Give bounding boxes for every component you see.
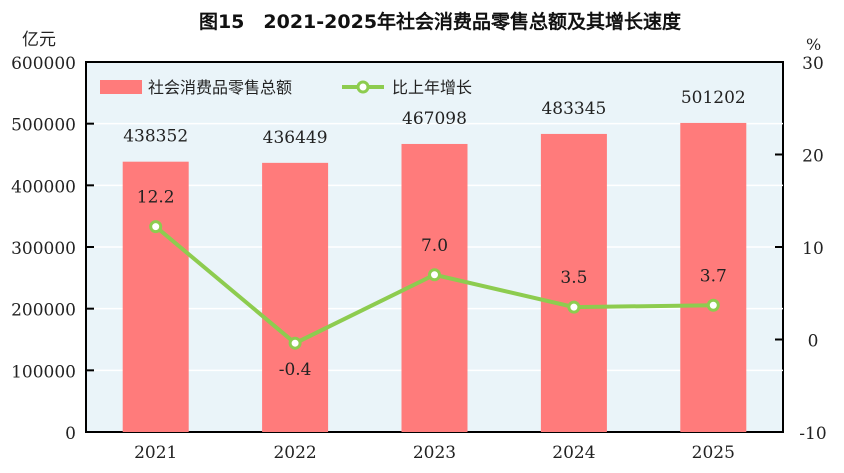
- left-axis-unit: 亿元: [22, 30, 56, 50]
- bar-value-label: 501202: [681, 88, 746, 108]
- bar-value-label: 436449: [263, 128, 328, 148]
- growth-point: [706, 298, 720, 312]
- growth-point: [288, 336, 302, 350]
- legend: 社会消费品零售总额 比上年增长: [100, 78, 472, 97]
- growth-value-label: 3.7: [700, 266, 727, 286]
- bar: [680, 122, 747, 433]
- x-tick-label: 2024: [552, 443, 595, 463]
- legend-bar-swatch: [100, 80, 142, 94]
- left-tick-label: 100000: [11, 362, 76, 382]
- x-tick-label: 2021: [134, 443, 177, 463]
- legend-line-label: 比上年增长: [392, 78, 472, 97]
- growth-value-label: 3.5: [560, 268, 587, 288]
- right-tick-label: 10: [802, 239, 824, 259]
- growth-point: [149, 220, 163, 234]
- right-tick-label: 30: [802, 54, 824, 74]
- growth-point: [428, 268, 441, 282]
- left-tick-label: 200000: [11, 301, 76, 321]
- chart-title: 图15 2021-2025年社会消费品零售总额及其增长速度: [199, 10, 682, 33]
- x-tick-label: 2025: [692, 443, 735, 463]
- right-tick-label: 20: [802, 147, 824, 167]
- right-tick-label: 0: [808, 332, 819, 352]
- growth-value-label: 7.0: [421, 236, 448, 256]
- legend-bar-label: 社会消费品零售总额: [148, 78, 292, 97]
- legend-line-marker: [356, 80, 370, 94]
- bar: [262, 162, 329, 432]
- left-tick-label: 300000: [11, 239, 76, 259]
- left-tick-label: 600000: [11, 54, 76, 74]
- bar-value-label: 438352: [123, 127, 188, 147]
- growth-value-label: 12.2: [137, 188, 175, 208]
- left-tick-label: 400000: [11, 177, 76, 197]
- bar: [540, 133, 607, 432]
- x-tick-label: 2022: [273, 443, 316, 463]
- right-tick-label: -10: [799, 424, 826, 444]
- bar: [401, 143, 468, 432]
- bar: [122, 161, 189, 433]
- growth-point: [567, 300, 581, 314]
- left-tick-label: 500000: [11, 116, 76, 136]
- x-tick-label: 2023: [413, 443, 456, 463]
- growth-value-label: -0.4: [279, 360, 312, 380]
- bar-value-label: 467098: [402, 109, 467, 129]
- bar-value-label: 483345: [541, 99, 606, 119]
- left-tick-label: 0: [65, 424, 76, 444]
- right-axis-unit: %: [806, 35, 821, 54]
